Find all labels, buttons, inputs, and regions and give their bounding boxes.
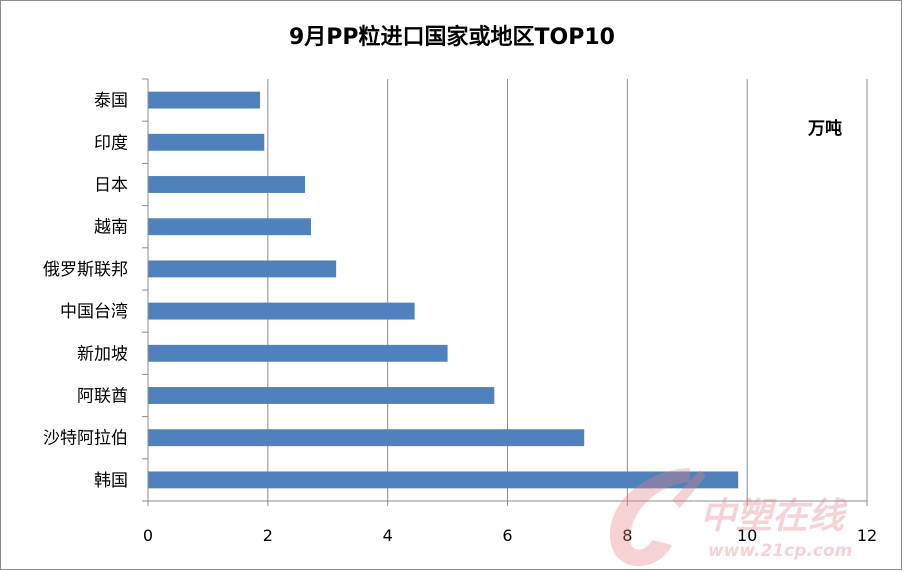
x-tick-label: 4 xyxy=(383,526,393,545)
x-tick-label: 0 xyxy=(143,526,153,545)
unit-label: 万吨 xyxy=(807,118,842,139)
y-category-label: 沙特阿拉伯 xyxy=(43,429,128,449)
bar xyxy=(148,218,311,236)
bar-series xyxy=(148,91,739,489)
bar xyxy=(148,260,337,278)
y-category-label: 印度 xyxy=(94,133,128,153)
x-tick-label: 12 xyxy=(857,526,877,545)
y-category-label: 中国台湾 xyxy=(60,302,128,322)
y-category-label: 阿联酋 xyxy=(77,387,128,407)
bar xyxy=(148,344,448,362)
x-tick-label: 10 xyxy=(737,526,757,545)
bar xyxy=(148,429,585,447)
bar xyxy=(148,471,739,489)
x-tick-label: 2 xyxy=(263,526,273,545)
bar xyxy=(148,176,305,193)
y-category-label: 日本 xyxy=(94,176,128,196)
watermark-logo: 中塑在线 www.21cp.com xyxy=(609,468,852,567)
bar xyxy=(148,91,261,109)
bar xyxy=(148,387,495,404)
x-tick-label: 8 xyxy=(622,526,632,545)
bar xyxy=(148,133,265,151)
chart-title: 9月PP粒进口国家或地区TOP10 xyxy=(289,24,615,50)
y-category-label: 泰国 xyxy=(94,91,128,111)
watermark-url: www.21cp.com xyxy=(708,541,852,561)
y-category-label: 新加坡 xyxy=(77,344,128,364)
y-category-label: 韩国 xyxy=(94,471,128,491)
logo-stroke-icon xyxy=(672,470,706,508)
watermark-name: 中塑在线 xyxy=(700,496,848,537)
y-category-label: 俄罗斯联邦 xyxy=(43,260,128,280)
bar xyxy=(148,302,415,320)
y-category-label: 越南 xyxy=(94,218,128,238)
x-tick-label: 6 xyxy=(502,526,512,545)
logo-swoosh-icon xyxy=(609,468,690,567)
